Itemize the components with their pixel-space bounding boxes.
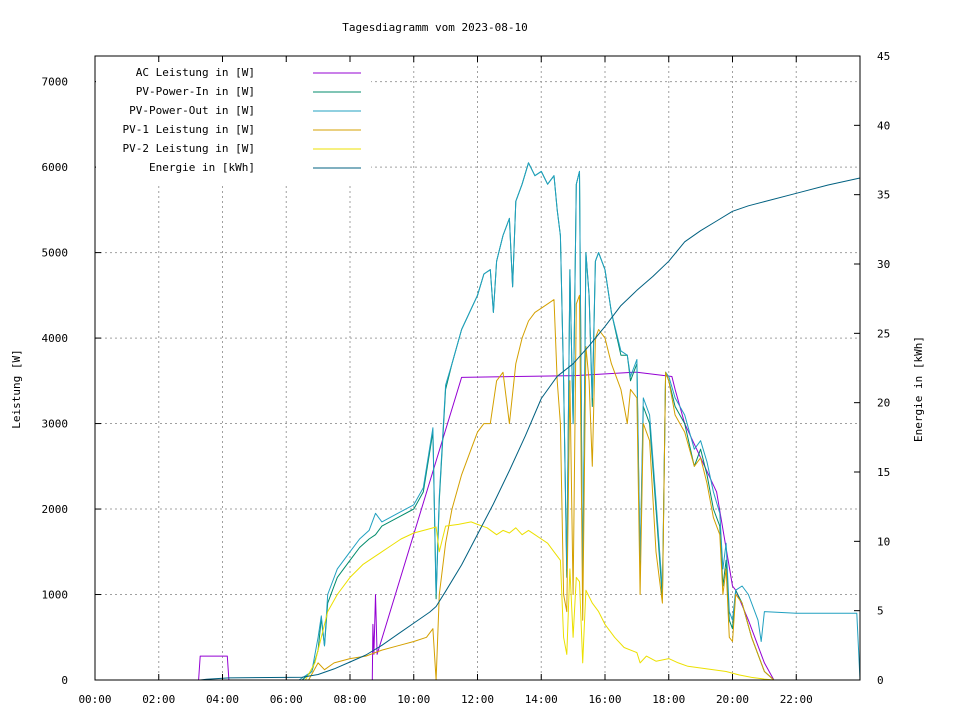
x-tick-label: 06:00	[270, 693, 303, 706]
series-line-5	[95, 521, 860, 681]
y2-tick-label: 40	[877, 119, 890, 132]
x-tick-label: 16:00	[588, 693, 621, 706]
legend-entry-label: PV-Power-Out in [W]	[129, 104, 255, 117]
legend-entry-label: AC Leistung in [W]	[136, 66, 255, 79]
y-tick-label: 5000	[42, 247, 69, 260]
x-tick-label: 08:00	[333, 693, 366, 706]
y2-tick-label: 10	[877, 535, 890, 548]
y2-tick-label: 30	[877, 258, 890, 271]
y2-tick-label: 45	[877, 50, 890, 63]
legend-entry-label: PV-1 Leistung in [W]	[123, 123, 255, 136]
x-tick-label: 14:00	[525, 693, 558, 706]
series-line-4	[95, 294, 860, 681]
series-line-6	[95, 177, 861, 681]
y-tick-label: 7000	[42, 76, 69, 89]
x-tick-label: 22:00	[780, 693, 813, 706]
grid	[95, 56, 860, 680]
legend-entry-label: PV-Power-In in [W]	[136, 85, 255, 98]
y2-tick-label: 5	[877, 605, 884, 618]
x-tick-label: 20:00	[716, 693, 749, 706]
y-tick-label: 1000	[42, 589, 69, 602]
y-tick-label: 3000	[42, 418, 69, 431]
legend: AC Leistung in [W] PV-Power-In in [W] PV-P…	[96, 62, 371, 184]
x-tick-label: 04:00	[206, 693, 239, 706]
y-tick-label: 4000	[42, 332, 69, 345]
y2-tick-label: 25	[877, 327, 890, 340]
y2-tick-label: 20	[877, 397, 890, 410]
y2-tick-label: 15	[877, 466, 890, 479]
y-tick-label: 6000	[42, 161, 69, 174]
y-tick-label: 2000	[42, 503, 69, 516]
legend-entry-label: Energie in [kWh]	[149, 161, 255, 174]
x-tick-label: 18:00	[652, 693, 685, 706]
legend-background	[96, 62, 371, 184]
x-tick-label: 00:00	[78, 693, 111, 706]
series-layer	[95, 162, 861, 681]
series-line-3	[95, 162, 861, 681]
x-tick-label: 12:00	[461, 693, 494, 706]
y2-tick-label: 35	[877, 189, 890, 202]
y-axis-title: Leistung [W]	[10, 349, 23, 428]
legend-entry-label: PV-2 Leistung in [W]	[123, 142, 255, 155]
chart-title: Tagesdiagramm vom 2023-08-10	[342, 21, 527, 34]
ticks: 00:00 02:00 04:00 06:00 08:00 10:00 12:00 14:00…	[42, 50, 891, 706]
y2-tick-label: 0	[877, 674, 884, 687]
x-tick-label: 10:00	[397, 693, 430, 706]
y2-axis-title: Energie in [kWh]	[912, 336, 925, 442]
y-tick-label: 0	[61, 674, 68, 687]
x-tick-label: 02:00	[142, 693, 175, 706]
